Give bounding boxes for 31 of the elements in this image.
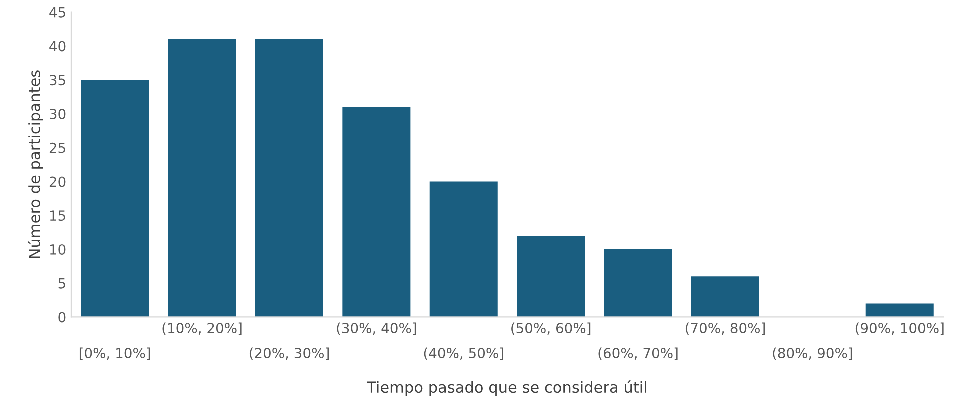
bar	[604, 249, 672, 318]
x-tick-label: (80%, 90%]	[773, 348, 852, 360]
y-tick-label: 30	[50, 108, 66, 120]
y-tick-label: 40	[50, 41, 66, 52]
bar	[255, 39, 324, 318]
x-tick-label: (60%, 70%]	[598, 348, 678, 360]
x-tick-label: (50%, 60%]	[512, 322, 591, 336]
x-tick-label: (70%, 80%]	[686, 322, 765, 336]
x-tick-label: (10%, 20%]	[162, 322, 242, 336]
y-axis-title: Número de participantes	[28, 70, 44, 258]
x-tick-label: (40%, 50%]	[424, 348, 504, 360]
x-tick-label: [0%, 10%]	[80, 348, 150, 360]
bar	[430, 182, 498, 318]
x-tick-label: (90%, 100%]	[856, 322, 944, 336]
y-tick-label: 0	[58, 312, 66, 323]
bar	[691, 276, 760, 318]
y-tick-label: 20	[50, 176, 66, 188]
bar	[342, 107, 411, 318]
y-tick-label: 15	[50, 210, 66, 222]
y-tick-label: 25	[50, 142, 66, 154]
bar	[517, 236, 586, 318]
bar	[866, 304, 934, 318]
bar	[81, 80, 150, 318]
y-tick-label: 35	[50, 75, 66, 86]
y-tick-label: 5	[58, 278, 66, 289]
x-tick-label: (20%, 30%]	[250, 348, 329, 360]
x-tick-label: (30%, 40%]	[337, 322, 416, 336]
y-tick-label: 45	[50, 8, 66, 18]
x-axis-title: Tiempo pasado que se considera útil	[367, 380, 646, 396]
bar	[168, 39, 236, 318]
y-tick-label: 10	[50, 244, 66, 255]
